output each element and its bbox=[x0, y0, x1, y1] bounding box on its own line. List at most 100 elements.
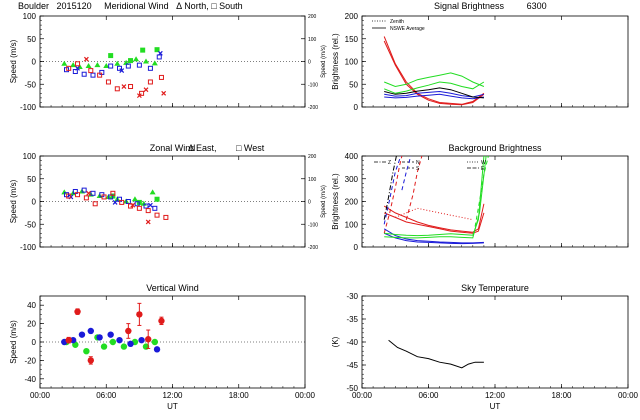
background-series-group bbox=[383, 156, 489, 245]
meridional-point-red bbox=[114, 86, 120, 92]
meridional-point-green bbox=[128, 58, 134, 64]
vertical-ytick-label: -20 bbox=[24, 356, 36, 365]
signal-series-3-line bbox=[384, 81, 485, 94]
wavelength-label: 6300 bbox=[526, 1, 547, 11]
meridional-point-red bbox=[128, 84, 134, 90]
sky-frame bbox=[361, 295, 629, 389]
zonal-point-red bbox=[154, 212, 160, 218]
background-series-3-line bbox=[405, 156, 423, 220]
vertical-point-blue bbox=[87, 327, 94, 335]
sky-ylabel: (K) bbox=[331, 336, 340, 347]
site-name: Boulder bbox=[18, 1, 50, 11]
zonal-point-red bbox=[119, 199, 125, 205]
legend-average-label: NSWE Average bbox=[390, 26, 425, 32]
signal-ytick-label: 150 bbox=[345, 35, 359, 44]
sky-xtick-label: 18:00 bbox=[551, 391, 572, 400]
zonal-point-green bbox=[131, 196, 138, 202]
zonal-point-blue bbox=[125, 199, 131, 204]
zonal-point-blue bbox=[112, 199, 118, 205]
signal-ylabel: Brightness (rel.) bbox=[331, 33, 340, 90]
zonal-point-red bbox=[110, 190, 116, 196]
meridional-y2tick-label: 0 bbox=[308, 60, 311, 66]
meridional-point-green bbox=[61, 60, 68, 66]
zonal-ytick-label: 50 bbox=[27, 175, 36, 184]
meridional-point-blue bbox=[75, 65, 80, 71]
meridional-point-green bbox=[94, 62, 101, 68]
zonal-y2tick-label: -100 bbox=[308, 222, 318, 228]
sky-title: Sky Temperature bbox=[461, 283, 529, 293]
zonal-point-blue bbox=[152, 205, 158, 211]
zonal-series-group bbox=[61, 187, 169, 225]
meridional-point-red bbox=[88, 68, 94, 74]
meridional-point-red bbox=[139, 90, 145, 96]
signal-series-2-line bbox=[384, 72, 485, 88]
vertical-xtick-label: 12:00 bbox=[162, 391, 183, 400]
background-title: Background Brightness bbox=[448, 143, 542, 153]
signal-header: Signal Brightness 6300 bbox=[434, 1, 547, 11]
meridional-point-green bbox=[133, 56, 140, 62]
zonal-point-green bbox=[154, 196, 160, 202]
zonal-title: Zonal Wind bbox=[150, 143, 196, 153]
vertical-point-red bbox=[87, 357, 94, 364]
zonal-point-blue bbox=[143, 203, 149, 209]
vertical-point-red bbox=[125, 327, 132, 335]
vertical-point-blue bbox=[78, 331, 86, 338]
zonal-point-blue bbox=[147, 202, 153, 208]
south-square-icon: □ bbox=[211, 1, 217, 11]
vertical-point-blue bbox=[107, 331, 114, 338]
sky-xlabel: UT bbox=[490, 402, 501, 411]
meridional-point-blue bbox=[125, 63, 131, 69]
zonal-y2tick-label: 200 bbox=[308, 154, 317, 160]
vertical-point-red bbox=[65, 336, 72, 344]
south-label: South bbox=[219, 1, 243, 11]
meridional-point-green bbox=[114, 60, 121, 66]
vertical-point-red bbox=[136, 311, 143, 318]
meridional-y2label: Speed (m/s) bbox=[321, 45, 327, 78]
meridional-y2tick-label: 200 bbox=[308, 14, 317, 20]
background-series-12-line bbox=[383, 156, 397, 220]
zonal-point-red bbox=[66, 193, 72, 199]
zonal-point-red bbox=[92, 201, 98, 207]
zonal-y2tick-label: 0 bbox=[308, 200, 311, 206]
meridional-point-blue bbox=[119, 68, 125, 74]
meridional-title: Meridional Wind bbox=[104, 1, 169, 11]
vertical-ytick-label: 40 bbox=[27, 301, 36, 310]
zonal-point-red bbox=[101, 194, 107, 200]
meridional-point-blue bbox=[90, 72, 96, 78]
meridional-point-red bbox=[161, 90, 167, 96]
meridional-y2tick-label: -200 bbox=[308, 105, 318, 111]
meridional-point-blue bbox=[108, 63, 114, 69]
meridional-point-red bbox=[66, 65, 72, 71]
signal-panel bbox=[361, 15, 629, 108]
meridional-point-red bbox=[136, 93, 142, 99]
meridional-ytick-label: -50 bbox=[24, 80, 36, 89]
legend-label-Z: Z bbox=[388, 160, 391, 166]
sky-series-0-line bbox=[388, 339, 484, 369]
meridional-point-red bbox=[158, 74, 164, 80]
sky-ytick-label: -50 bbox=[346, 384, 358, 393]
signal-ytick-label: 50 bbox=[349, 80, 358, 89]
vertical-point-green bbox=[83, 348, 90, 355]
vertical-point-green bbox=[120, 343, 128, 350]
background-panel bbox=[361, 155, 629, 248]
signal-ytick-label: 100 bbox=[345, 58, 359, 67]
vertical-xtick-label: 00:00 bbox=[295, 391, 316, 400]
background-ytick-label: 100 bbox=[345, 220, 359, 229]
vertical-point-blue bbox=[153, 346, 161, 353]
zonal-y2label: Speed (m/s) bbox=[321, 185, 327, 218]
meridional-point-green bbox=[140, 47, 146, 53]
background-ytick-label: 400 bbox=[345, 152, 359, 161]
background-series-6-line bbox=[384, 232, 484, 245]
meridional-ylabel: Speed (m/s) bbox=[9, 39, 18, 83]
meridional-point-blue bbox=[117, 65, 122, 71]
background-ytick-label: 0 bbox=[354, 243, 359, 252]
sky-xtick-label: 12:00 bbox=[485, 391, 506, 400]
zonal-point-red bbox=[83, 195, 89, 201]
vertical-point-green bbox=[100, 343, 108, 350]
meridional-point-green bbox=[143, 58, 149, 64]
zonal-ylabel: Speed (m/s) bbox=[9, 179, 18, 223]
meridional-point-green bbox=[70, 62, 77, 68]
zonal-point-red bbox=[75, 192, 81, 198]
meridional-point-red bbox=[97, 72, 103, 78]
meridional-series-group bbox=[61, 47, 167, 99]
